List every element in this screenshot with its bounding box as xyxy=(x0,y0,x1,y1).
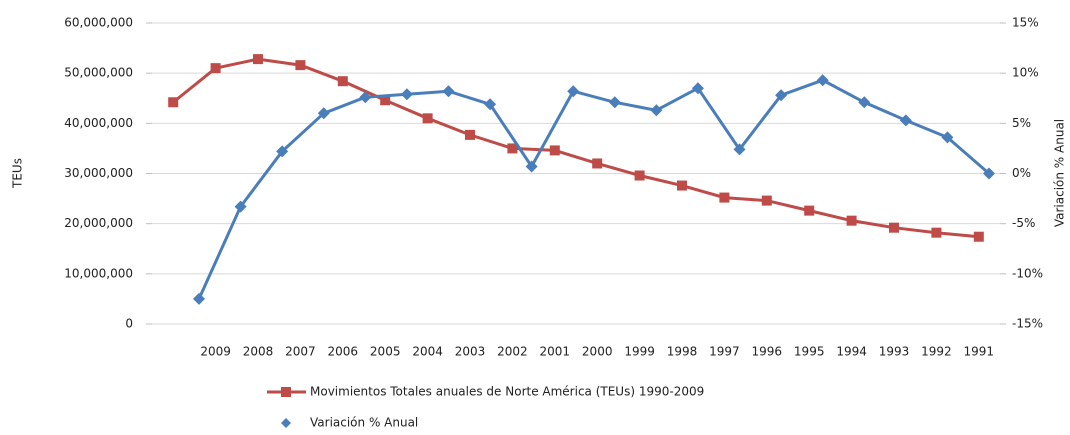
marker xyxy=(899,114,912,127)
marker xyxy=(168,97,179,108)
marker xyxy=(677,180,687,191)
x-tick-label: 2003 xyxy=(455,345,486,359)
marker xyxy=(775,89,788,102)
legend-marker xyxy=(281,387,291,397)
marker xyxy=(359,91,372,104)
x-tick-label: 1995 xyxy=(794,345,825,359)
x-tick-label: 2000 xyxy=(582,345,613,359)
y-tick-label: 20,000,000 xyxy=(64,216,133,230)
marker xyxy=(525,160,538,173)
marker xyxy=(442,85,455,98)
x-tick-label: 2008 xyxy=(243,345,274,359)
marker xyxy=(931,227,942,238)
y2-tick-label: 10% xyxy=(1012,66,1039,80)
marker xyxy=(234,200,247,213)
series-line xyxy=(197,78,990,300)
marker xyxy=(761,195,772,206)
marker xyxy=(733,143,746,156)
marker xyxy=(422,113,433,124)
x-tick-label: 2001 xyxy=(540,345,571,359)
marker xyxy=(816,74,829,87)
x-tick-label: 1997 xyxy=(709,345,740,359)
marker xyxy=(507,143,518,154)
y-tick-label: 30,000,000 xyxy=(64,166,133,180)
x-tick-label: 2002 xyxy=(497,345,528,359)
marker xyxy=(941,131,954,144)
marker xyxy=(317,107,330,120)
y-tick-label: 0 xyxy=(125,317,133,331)
y-tick-label: 50,000,000 xyxy=(64,66,133,80)
x-tick-label: 1996 xyxy=(752,345,783,359)
marker xyxy=(973,231,984,242)
x-tick-label: 1999 xyxy=(624,345,655,359)
marker xyxy=(465,129,475,140)
x-tick-label: 2006 xyxy=(328,345,359,359)
y2-tick-label: 0% xyxy=(1012,166,1031,180)
marker xyxy=(337,76,348,87)
y2-tick-label: 5% xyxy=(1012,116,1031,130)
marker xyxy=(380,95,391,106)
y-tick-label: 10,000,000 xyxy=(64,266,133,280)
legend-label: Variación % Anual xyxy=(310,416,418,430)
y2-tick-label: -10% xyxy=(1012,266,1043,280)
marker xyxy=(650,104,663,117)
x-tick-label: 2004 xyxy=(412,345,443,359)
x-tick-label: 1998 xyxy=(667,345,698,359)
marker xyxy=(846,215,857,226)
y2-tick-label: -5% xyxy=(1012,216,1035,230)
marker xyxy=(484,98,497,111)
x-tick-label: 1994 xyxy=(836,345,867,359)
marker xyxy=(253,54,263,65)
x-tick-label: 1993 xyxy=(879,345,910,359)
y2-axis-title: Variación % Anual xyxy=(1053,119,1067,227)
y-axis-title: TEUs xyxy=(11,158,25,189)
marker xyxy=(295,60,306,71)
marker xyxy=(549,145,560,156)
marker xyxy=(608,96,621,109)
x-tick-label: 2009 xyxy=(200,345,231,359)
marker xyxy=(719,192,730,203)
x-tick-label: 2005 xyxy=(370,345,401,359)
legend-label: Movimientos Totales anuales de Norte Amé… xyxy=(310,385,704,399)
marker xyxy=(193,292,205,305)
y2-tick-label: -15% xyxy=(1012,317,1043,331)
marker xyxy=(634,170,645,181)
marker xyxy=(804,205,815,216)
y2-tick-label: 15% xyxy=(1012,16,1039,30)
marker xyxy=(983,167,995,180)
x-tick-label: 1992 xyxy=(921,345,952,359)
marker xyxy=(889,222,899,233)
marker xyxy=(858,96,871,109)
y-tick-label: 40,000,000 xyxy=(64,116,133,130)
marker xyxy=(691,82,704,95)
series-line xyxy=(172,57,979,239)
x-tick-label: 2007 xyxy=(285,345,316,359)
marker xyxy=(567,85,580,98)
marker xyxy=(592,158,603,169)
x-tick-label: 1991 xyxy=(964,345,995,359)
marker xyxy=(400,88,413,101)
legend-marker xyxy=(281,418,291,428)
marker xyxy=(210,63,221,74)
y-tick-label: 60,000,000 xyxy=(64,16,133,30)
marker xyxy=(276,145,289,158)
